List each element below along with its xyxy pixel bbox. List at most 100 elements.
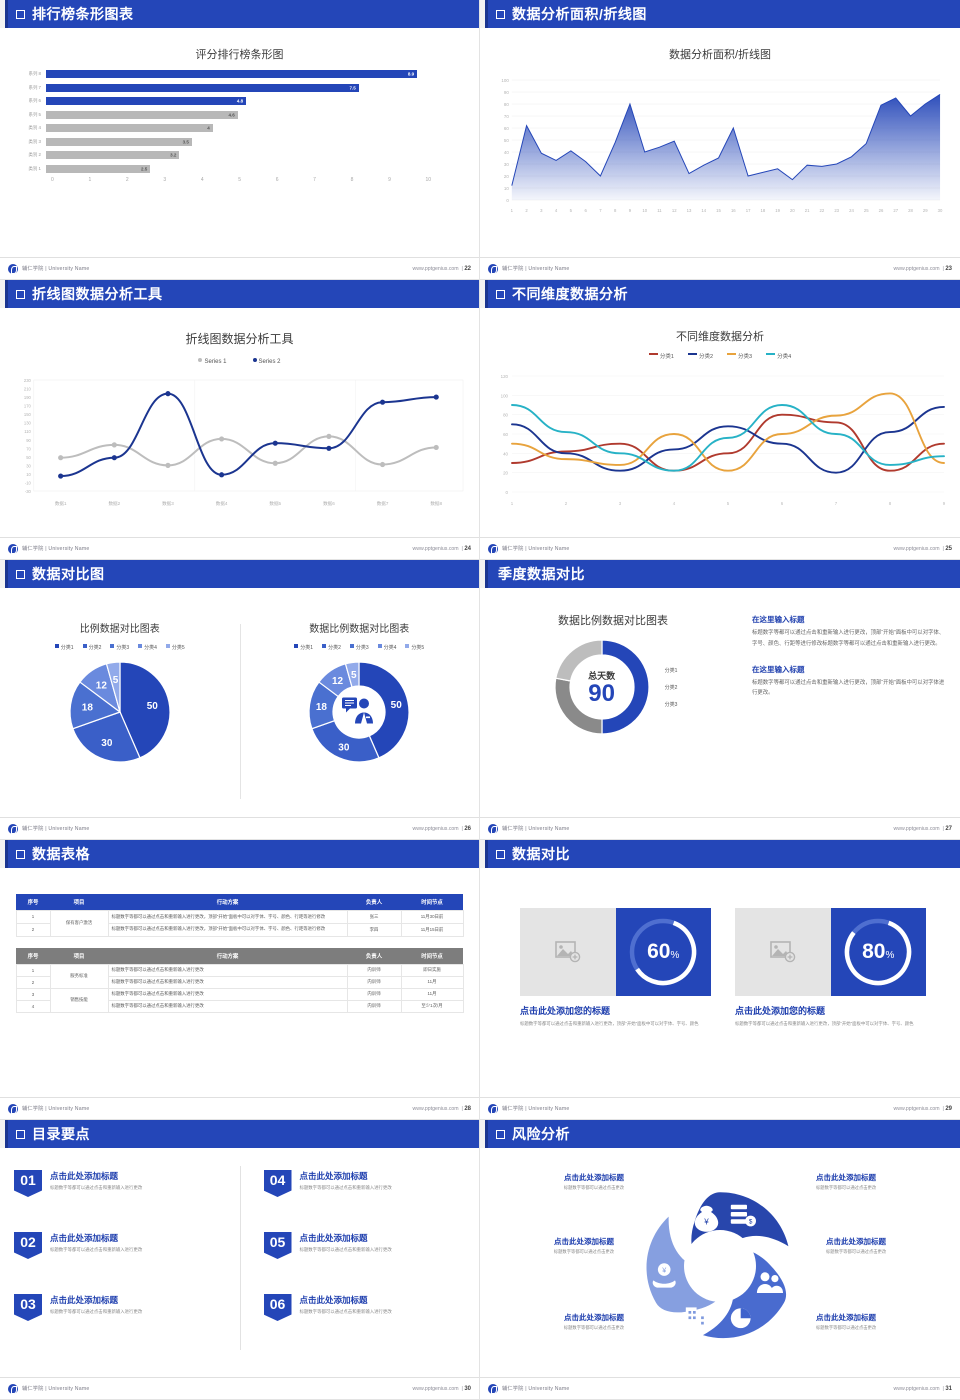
cell-owner: 李四 [346,922,402,937]
x-tick: 2 [125,176,129,183]
footer-school: 辅仁学院 | University Name [22,546,90,552]
table-row[interactable]: 2 标题数字等都可以通过点击和重新输入进行更改 内训师 11月 [15,975,464,989]
risk-label-6[interactable]: 点击此处添加标题 标题数字等都可以通过点击更改 [816,1312,946,1331]
th-action: 行动方案 [108,894,347,911]
x-tick: 19 [775,208,780,213]
percent-value: 80 [862,940,886,963]
slide-header: 排行榜条形图表 [0,0,479,28]
risk-label-4[interactable]: 点击此处添加标题 标题数字等都可以通过点击更改 [826,1236,956,1255]
bar-value-label: 7.5 [349,85,356,90]
slide-quarterly-comparison[interactable]: 季度数据对比 数据比例数据对比图表 总天数 90 分类1 分类2 分类3 [480,560,960,840]
slide-body: 比例数据对比图表 分类1 分类2 分类3 分类4 分类5 50 30 18 12 5 数… [0,588,479,817]
risk-label-2[interactable]: 点击此处添加标题 标题数字等都可以通过点击更改 [816,1172,946,1191]
slide-header: 数据表格 [0,840,479,868]
toc-item-01[interactable]: 01 点击此处添加标题 标题数字等都可以通过点击和重新输入进行更改 [14,1170,242,1232]
x-tick: 数据8 [430,500,442,507]
slide-footer: 辅仁学院 | University Name www.pptgenius.com… [480,1097,960,1119]
table-row[interactable]: 1 保有客户激活 标题数字等都可以通过点击和重新输入进行更改，顶部“开始”面板中… [15,910,464,937]
slide-header: 风险分析 [480,1120,960,1148]
page-number: 30 [464,1385,471,1392]
pie-slice[interactable] [69,681,122,730]
table-row[interactable]: 3 销售技能 标题数字等都可以通过点击和重新输入进行更改 内训师 11月 [15,987,464,1013]
risk-label-1[interactable]: 点击此处添加标题 标题数字等都可以通过点击更改 [494,1172,624,1191]
pie-slice[interactable] [71,711,141,763]
bar-category-label: 类别 2 [28,152,41,157]
slide-line-tool[interactable]: 折线图数据分析工具 折线图数据分析工具 Series 1 Series 2 -3… [0,280,480,560]
slide-body: 60 % 点击此处添加您的标题 标题数字等都可以通过点击和重新输入进行更改，顶部… [480,868,960,1097]
th-no: 序号 [16,894,50,911]
toc-item-05[interactable]: 05 点击此处添加标题 标题数字等都可以通过点击和重新输入进行更改 [242,1232,470,1294]
toc-item-04[interactable]: 04 点击此处添加标题 标题数字等都可以通过点击和重新输入进行更改 [242,1170,470,1232]
pie-slice-label: 12 [332,676,344,687]
image-placeholder-icon [769,941,796,963]
risk-title: 点击此处添加标题 [564,1313,624,1322]
x-tick: 数据6 [323,500,335,507]
legend-item-3: 分类3 [727,352,752,360]
bar-track: 3.2 [46,151,463,159]
slide-title: 季度数据对比 [498,566,585,582]
footer-site: www.pptgenius.com [412,545,459,552]
image-placeholder[interactable] [735,908,831,996]
comparison-card[interactable]: 80 % 点击此处添加您的标题 标题数字等都可以通过点击和重新输入进行更改，顶部… [735,868,926,1027]
percent-unit: % [885,950,895,961]
x-tick: 5 [238,176,242,183]
slide-ranking-bar[interactable]: 排行榜条形图表 评分排行榜条形图 系列 8 8.9 系列 7 7.5 系列 6 4.8 系列… [0,0,480,280]
footer-site: www.pptgenius.com [893,265,940,272]
risk-label-5[interactable]: 点击此处添加标题 标题数字等都可以通过点击更改 [494,1312,624,1331]
x-tick: 17 [746,208,751,213]
y-tick: 130 [24,421,32,426]
y-tick: 90 [504,90,509,95]
toc-item-03[interactable]: 03 点击此处添加标题 标题数字等都可以通过点击和重新输入进行更改 [14,1294,242,1356]
image-placeholder[interactable] [520,908,616,996]
pie-slice[interactable] [105,661,121,713]
x-tick: 24 [849,208,854,213]
bar-track: 4 [46,124,463,132]
slide-risk-analysis[interactable]: 风险分析 ¥ [480,1120,960,1400]
slide-percent-comparison[interactable]: 数据对比 [480,840,960,1120]
toc-item-02[interactable]: 02 点击此处添加标题 标题数字等都可以通过点击和重新输入进行更改 [14,1232,242,1294]
slide-data-comparison-pies[interactable]: 数据对比图 比例数据对比图表 分类1 分类2 分类3 分类4 分类5 50 30 1… [0,560,480,840]
risk-label-3[interactable]: 点击此处添加标题 标题数字等都可以通过点击更改 [484,1236,614,1255]
th-time: 时间节点 [401,947,463,965]
table-row[interactable]: 4 标题数字等都可以通过点击和重新输入进行更改 内训师 至少1次/月 [15,999,464,1013]
pie-slice-label: 5 [112,675,118,686]
footer-site: www.pptgenius.com [893,825,940,832]
footer-site: www.pptgenius.com [893,1105,940,1112]
slide-toc[interactable]: 目录要点 01 点击此处添加标题 标题数字等都可以通过点击和重新输入进行更改 0… [0,1120,480,1400]
comparison-card[interactable]: 60 % 点击此处添加您的标题 标题数字等都可以通过点击和重新输入进行更改，顶部… [520,868,711,1027]
slide-area-line[interactable]: 数据分析面积/折线图 数据分析面积/折线图 0 10 20 30 40 50 60 70 80 9… [480,0,960,280]
y-tick: 50 [26,455,31,460]
donut-chart: 总天数 90 [549,634,655,740]
th-no: 序号 [16,947,50,965]
cell-action: 标题数字等都可以通过点击和重新输入进行更改 [107,999,348,1013]
slide-data-tables[interactable]: 数据表格 序号 项目 行动方案 负责人 时间节点 1 保有 [0,840,480,1120]
x-tick: 数据4 [216,500,228,507]
bar-category-label: 类别 1 [28,165,41,171]
slide-body: ¥ $ [480,1148,960,1377]
pie-slice[interactable] [358,661,410,759]
pie-chart: 50 30 18 12 5 [65,657,175,767]
th-item: 项目 [50,894,108,911]
table-row[interactable]: 2 标题数字等都可以通过点击和重新输入进行更改，顶部“开始”面板中可以对字体、字… [15,922,464,937]
page-number: 27 [945,825,952,832]
donut-svg [554,639,650,735]
footer-school: 辅仁学院 | University Name [22,1386,90,1392]
page-number: 26 [464,825,471,832]
footer-school: 辅仁学院 | University Name [502,1106,570,1112]
table-row[interactable]: 1 服务标准 标题数字等都可以通过点击和重新输入进行更改 内训师 即日实施 [15,963,464,989]
x-tick: 21 [805,208,810,213]
school-logo-icon [488,823,498,834]
slide-multi-dimension[interactable]: 不同维度数据分析 不同维度数据分析 分类1 分类2 分类3 分类4 0 20 40 6… [480,280,960,560]
x-tick: 30 [938,208,943,213]
x-tick: 29 [923,208,928,213]
pie-title-right: 数据比例数据对比图表 [309,624,410,635]
bar-value-label: 4.6 [228,112,235,117]
pie-slice-label: 5 [351,670,357,681]
square-bullet-icon [16,569,25,579]
pie-slice[interactable] [345,661,360,688]
y-tick: 20 [503,471,508,476]
toc-item-06[interactable]: 06 点击此处添加标题 标题数字等都可以通过点击和重新输入进行更改 [242,1294,470,1356]
donut-slice[interactable] [554,639,603,682]
pie-slice[interactable] [119,661,171,759]
slide-body: 01 点击此处添加标题 标题数字等都可以通过点击和重新输入进行更改 04 点击此… [0,1148,479,1377]
